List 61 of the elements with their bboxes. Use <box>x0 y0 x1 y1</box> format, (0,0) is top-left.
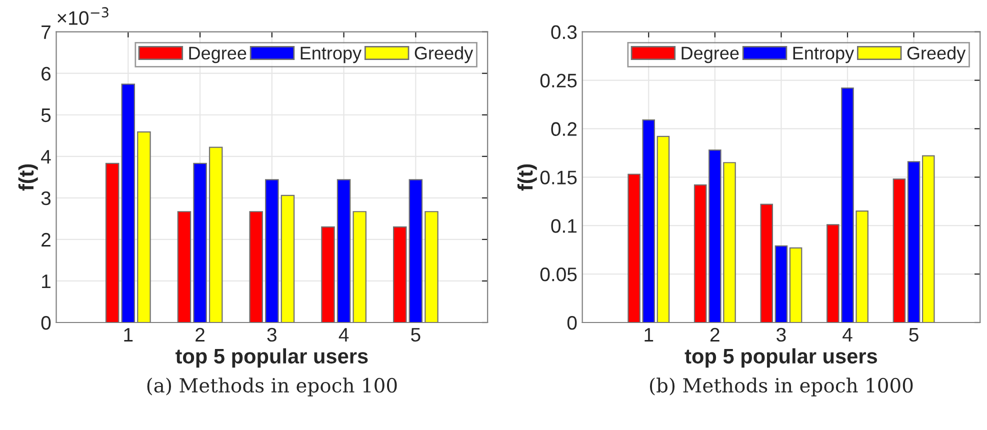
y-tick-label: 0 <box>41 316 51 330</box>
bar <box>774 245 788 322</box>
x-tick-label: 4 <box>338 328 349 342</box>
text: (a) Methods in epoch 100 <box>147 378 397 396</box>
y-tick-label: 2 <box>42 232 50 246</box>
x-tick-label: 5 <box>411 328 420 342</box>
x-tick-label: 1 <box>124 328 133 342</box>
x-tick-label: 3 <box>267 328 276 342</box>
y-tick-label: 0.1 <box>551 219 577 233</box>
bar <box>121 84 136 322</box>
bar <box>760 204 774 322</box>
bar <box>922 155 935 322</box>
bar <box>265 179 279 322</box>
bar <box>892 178 906 322</box>
bar <box>208 146 223 322</box>
y-tick-label: 0.15 <box>540 170 577 184</box>
y-tick-label: 0.3 <box>551 25 577 40</box>
bar <box>408 179 423 322</box>
x-tick-label: 5 <box>909 328 918 342</box>
legend-label: Degree <box>682 46 739 64</box>
x-axis-title: top 5 popular users <box>684 348 878 368</box>
y-tick-label: 6 <box>42 66 51 81</box>
y-tick-label: 3 <box>41 191 51 206</box>
bar <box>280 194 295 322</box>
bar <box>336 179 351 322</box>
bar <box>907 161 920 322</box>
bar <box>352 211 366 322</box>
bar <box>656 136 670 322</box>
y-tick-label: 5 <box>41 108 51 122</box>
legend-label: Degree <box>189 46 246 64</box>
text: ×10$^{−3}$ <box>58 7 108 25</box>
legend-label: Entropy <box>793 46 854 64</box>
bar <box>105 162 120 322</box>
text: (b) Methods in epoch 1000 <box>650 378 913 396</box>
legend-label: Greedy <box>907 46 966 64</box>
y-tick-label: 0.25 <box>540 74 577 88</box>
bar <box>694 184 707 322</box>
x-tick-label: 1 <box>644 328 654 342</box>
x-tick-label: 2 <box>196 328 204 342</box>
y-tick-label: 0.05 <box>540 268 577 282</box>
bar <box>137 131 151 322</box>
y-tick-label: 0.2 <box>551 122 576 136</box>
y-tick-label: 4 <box>41 150 51 164</box>
x-axis-title: top 5 popular users <box>176 348 368 368</box>
bar <box>249 211 263 322</box>
y-tick-label: 0 <box>567 316 577 330</box>
y-axis-title: f(t) <box>517 164 537 191</box>
bar <box>177 211 192 322</box>
y-tick-label: 7 <box>42 25 50 39</box>
bar <box>392 226 407 322</box>
legend-label: Greedy <box>414 46 474 64</box>
x-tick-label: 2 <box>710 328 720 342</box>
legend-label: Entropy <box>300 46 362 64</box>
bar <box>321 226 335 322</box>
x-tick-label: 3 <box>776 328 786 342</box>
bar <box>789 247 802 322</box>
bar <box>193 162 207 322</box>
x-tick-label: 4 <box>842 328 852 342</box>
y-axis-title: f(t) <box>18 164 38 191</box>
bar <box>424 211 438 322</box>
y-tick-label: 1 <box>42 274 50 288</box>
